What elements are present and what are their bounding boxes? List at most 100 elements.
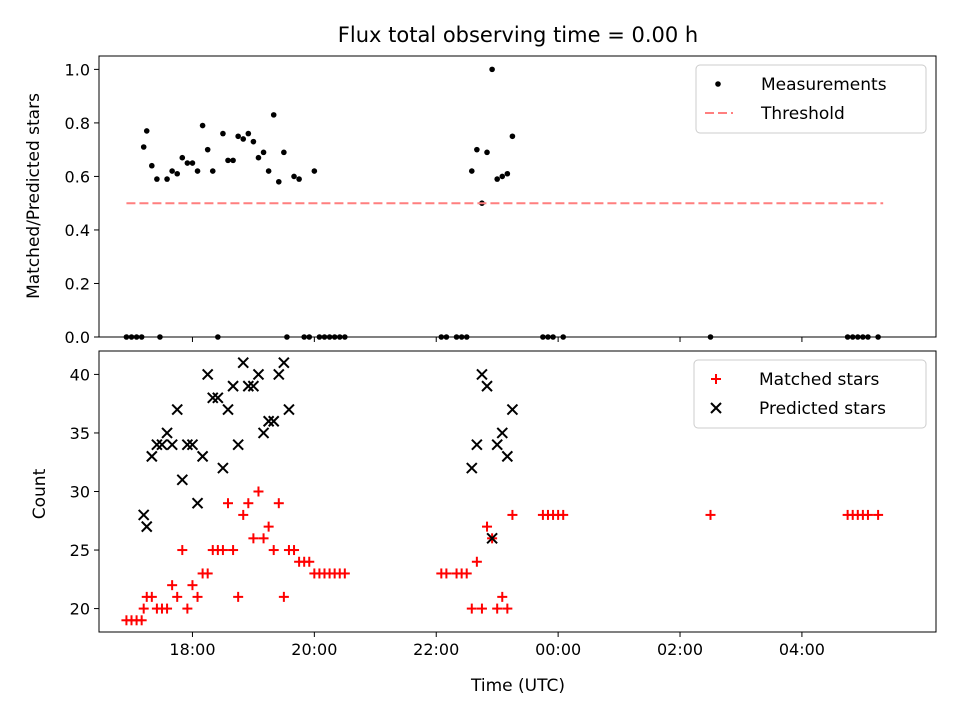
top-panel: 0.0 0.2 0.4 0.6 0.8 1.0 Measurements Threshold [65,55,937,347]
data-point [705,509,716,520]
data-point [237,357,249,369]
data-point [253,486,264,497]
data-point [263,521,274,532]
data-point [558,509,569,520]
top-y-axis-label: Matched/Predicted stars [24,93,44,299]
legend: Measurements Threshold [695,64,927,134]
data-point [187,580,198,591]
bottom-y-axis-label: Count [30,468,50,519]
data-point [136,615,147,626]
data-point [137,509,150,521]
legend: Matched stars Predicted stars [693,359,927,429]
data-point [275,178,282,185]
data-point [207,392,219,404]
legend-label: Matched stars [759,370,879,390]
data-point [202,568,213,579]
data-point [222,403,234,416]
x-tick-label: 18:00 [169,640,215,659]
data-point [141,520,153,533]
y-tick-label: 40 [70,365,90,384]
data-point [862,509,873,520]
bottom-panel: 18:00 20:00 22:00 00:00 02:00 04:00 20 25 30 35 40… [70,350,937,659]
data-point [471,438,483,451]
data-point [220,130,226,137]
data-point [199,122,206,129]
y-tick-label: 20 [70,600,90,619]
data-point [501,450,514,463]
legend-marker [710,402,722,414]
y-tick-label: 0.8 [65,114,90,133]
data-point [258,533,269,544]
data-point [189,160,196,166]
data-point [146,450,158,463]
data-point [184,160,191,166]
data-point [492,603,503,614]
data-point [278,357,290,369]
data-point [196,450,209,463]
legend-marker [715,81,721,87]
data-point [181,438,194,451]
data-point [209,168,216,174]
data-point [138,603,149,614]
data-point [223,498,234,509]
data-point [242,380,255,392]
data-point [489,66,495,73]
data-point [217,545,228,556]
legend-label: Threshold [760,104,845,124]
legend-marker [711,374,721,384]
data-point [273,498,284,509]
data-point [243,498,254,509]
data-point [441,568,452,579]
series-measurements [123,66,881,340]
data-point [291,173,297,180]
data-point [494,176,500,182]
data-point [228,545,239,556]
data-point [204,146,211,153]
data-point [143,128,150,134]
data-point [468,168,475,174]
y-tick-label: 25 [70,541,90,560]
data-point [873,509,884,520]
series-matched-stars [121,486,884,626]
data-point [217,462,229,474]
x-axis-label: Time (UTC) [470,676,565,696]
data-point [268,545,279,556]
chart-title: Flux total observing time = 0.00 h [338,23,698,47]
data-point [257,427,270,439]
data-point [245,130,252,137]
data-point [146,591,157,602]
legend-label: Predicted stars [759,399,886,419]
data-point [149,162,155,169]
data-point [265,168,272,174]
data-point [270,112,277,118]
x-tick-label: 20:00 [291,640,337,659]
y-tick-label: 35 [70,424,90,443]
data-point [474,146,480,153]
data-point [252,368,265,381]
x-tick-label: 22:00 [413,640,459,659]
data-point [509,133,516,140]
x-tick-label: 04:00 [779,640,825,659]
data-point [250,138,257,145]
plot-frame [98,55,937,338]
series-predicted-stars [137,357,519,545]
data-point [504,170,511,177]
data-point [192,591,203,602]
data-point [289,545,300,556]
data-point [179,154,186,161]
data-point [304,556,315,567]
data-point [182,603,193,614]
data-point [225,157,231,164]
data-point [169,168,175,174]
y-tick-label: 1.0 [65,60,90,79]
data-point [486,532,498,545]
data-point [156,438,168,451]
data-point [466,603,477,614]
data-point [461,568,472,579]
data-point [497,591,508,602]
data-point [507,509,518,520]
data-point [248,533,259,544]
legend-label: Measurements [761,75,887,95]
data-point [260,149,267,156]
